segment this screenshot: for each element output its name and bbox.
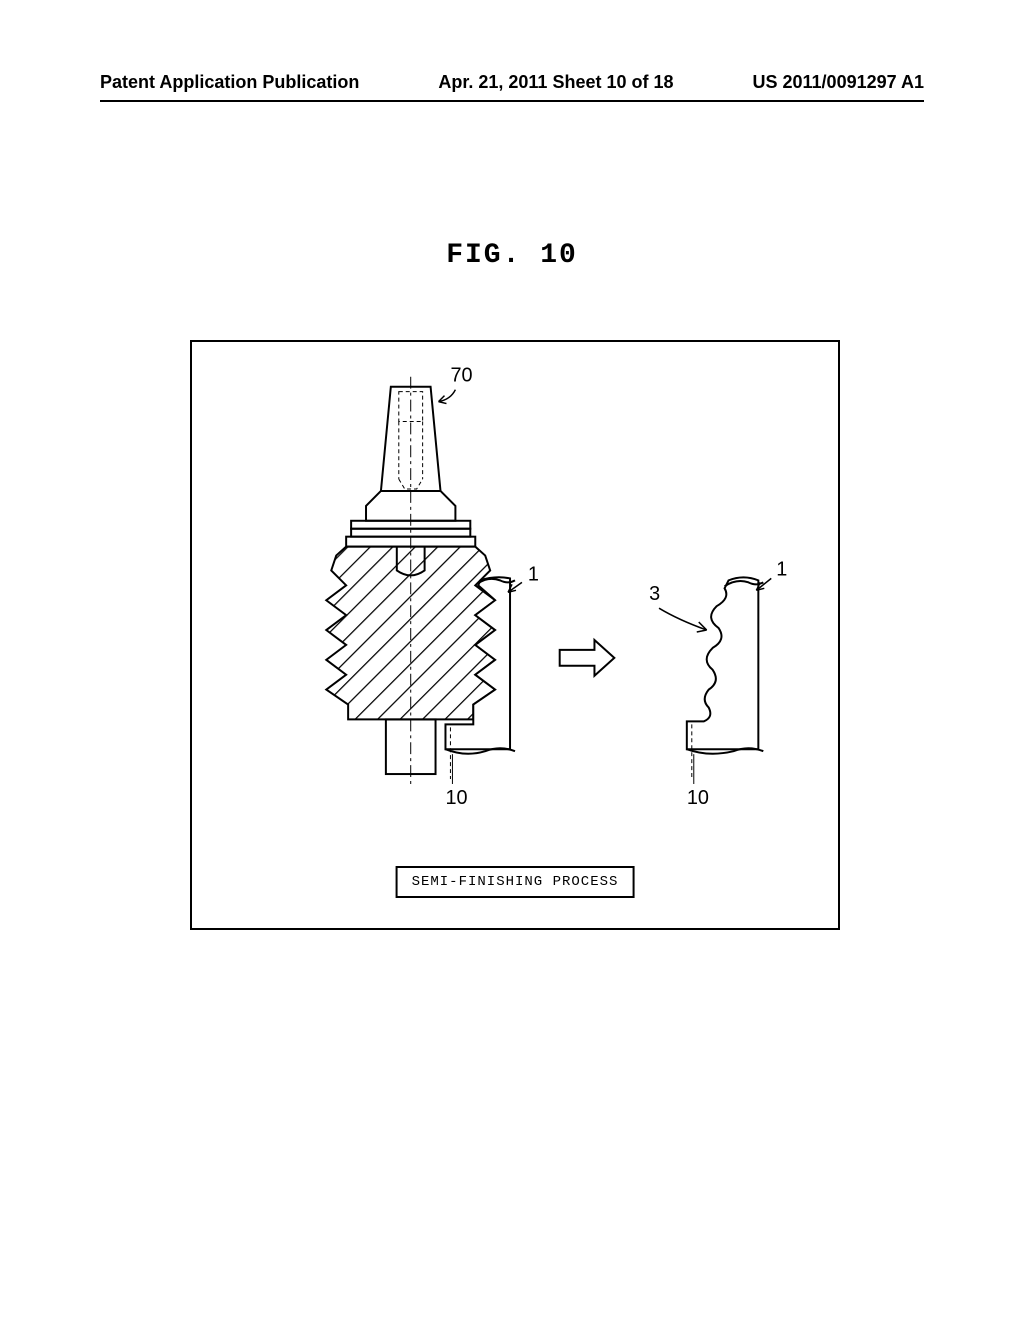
page-header: Patent Application Publication Apr. 21, …	[0, 72, 1024, 93]
figure-container: 70 1 10	[190, 340, 840, 930]
header-center: Apr. 21, 2011 Sheet 10 of 18	[438, 72, 673, 93]
header-divider	[100, 100, 924, 102]
header-left: Patent Application Publication	[100, 72, 359, 93]
label-70: 70	[450, 365, 472, 387]
tool-assembly	[326, 377, 495, 784]
figure-title: FIG. 10	[446, 240, 578, 271]
label-10-left: 10	[445, 787, 467, 809]
patent-figure-svg: 70 1 10	[192, 342, 838, 928]
label-1-left: 1	[528, 563, 539, 585]
header-right: US 2011/0091297 A1	[753, 72, 924, 93]
process-arrow	[560, 640, 615, 676]
label-3: 3	[649, 583, 660, 605]
label-10-right: 10	[687, 787, 709, 809]
workpiece-right	[687, 577, 763, 779]
process-label: SEMI-FINISHING PROCESS	[396, 866, 635, 898]
label-1-right: 1	[776, 558, 787, 580]
